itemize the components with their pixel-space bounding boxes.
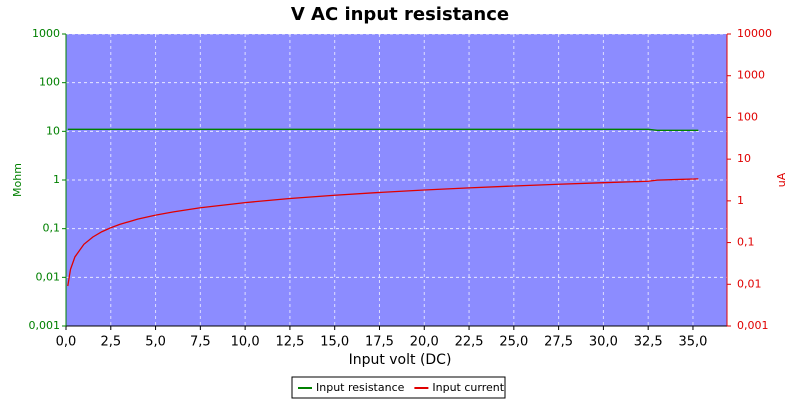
legend-label: Input current: [432, 381, 504, 394]
series-line: [67, 128, 699, 131]
x-tick-label: 2,5: [100, 335, 121, 350]
chart-title: V AC input resistance: [291, 4, 509, 25]
y-tick-label: 10: [46, 124, 60, 137]
series-line: [67, 178, 699, 287]
y2-tick-label: 0,001: [737, 319, 769, 332]
x-tick-label: 27,5: [544, 335, 573, 350]
y2-axis-label: uA: [775, 172, 788, 187]
y-axis-label: Mohm: [11, 163, 24, 197]
legend: [291, 376, 506, 399]
x-tick-label: 17,5: [365, 335, 394, 350]
y-tick-label: 1000: [32, 27, 60, 40]
y-tick-label: 100: [39, 76, 60, 89]
x-axis-label: Input volt (DC): [349, 352, 452, 368]
x-tick-label: 12,5: [275, 335, 304, 350]
x-tick-label: 35,0: [678, 335, 707, 350]
y2-tick-label: 10000: [737, 27, 772, 40]
y2-tick-label: 100: [737, 110, 758, 123]
x-tick-label: 25,0: [499, 335, 528, 350]
legend-label: Input resistance: [316, 381, 405, 394]
y-tick-label: 1: [53, 173, 60, 186]
x-tick-label: 7,5: [190, 335, 211, 350]
x-tick-label: 32,5: [634, 335, 663, 350]
y-tick-label: 0,001: [29, 319, 61, 332]
x-tick-label: 10,0: [231, 335, 260, 350]
x-tick-label: 22,5: [455, 335, 484, 350]
x-tick-label: 0,0: [56, 335, 77, 350]
x-tick-label: 30,0: [589, 335, 618, 350]
y2-tick-label: 1000: [737, 69, 765, 82]
x-tick-label: 20,0: [410, 335, 439, 350]
y2-tick-label: 0,1: [737, 236, 755, 249]
y-tick-label: 0,01: [36, 270, 61, 283]
x-tick-label: 15,0: [320, 335, 349, 350]
y-tick-label: 0,1: [43, 222, 61, 235]
y2-tick-label: 1: [737, 194, 744, 207]
x-tick-label: 5,0: [145, 335, 166, 350]
y2-tick-label: 10: [737, 152, 751, 165]
y2-tick-label: 0,01: [737, 277, 762, 290]
